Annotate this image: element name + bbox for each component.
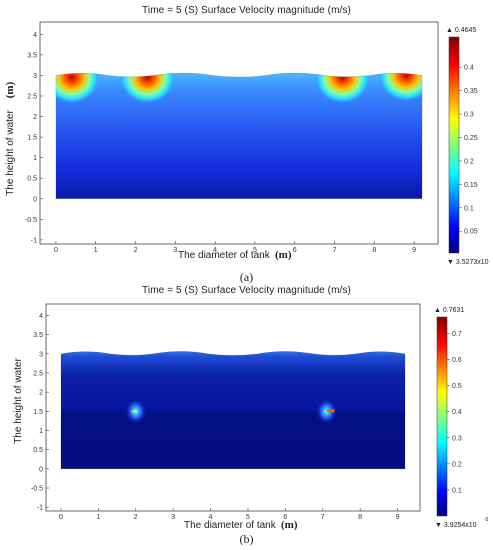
colorbar xyxy=(448,36,460,254)
y-tick-label: 3.5 xyxy=(33,332,43,339)
y-tick-label: 3 xyxy=(39,351,43,358)
y-tick-label: 1.5 xyxy=(27,135,37,142)
x-tick-label: 5 xyxy=(246,514,250,521)
high-velocity-region xyxy=(55,72,100,104)
x-tick-label: 5 xyxy=(253,247,257,254)
colorbar-tick-label: 0.4 xyxy=(452,409,462,416)
y-tick-label: 2.5 xyxy=(33,371,43,378)
panel-b: Time = 5 (S) Surface Velocity magnitude … xyxy=(0,283,493,550)
colorbar-tick-label: 0.35 xyxy=(464,88,478,95)
colorbar-tick-label: 0.1 xyxy=(464,205,474,212)
high-velocity-region xyxy=(378,72,423,102)
colorbar-tick-label: 0.15 xyxy=(464,182,478,189)
panel-label: (b) xyxy=(239,532,254,546)
x-tick-label: 7 xyxy=(333,247,337,254)
water-outline xyxy=(55,72,423,200)
high-velocity-region xyxy=(314,72,371,104)
y-tick-label: 1.5 xyxy=(33,409,43,416)
y-axis-unit: (m) xyxy=(4,81,16,98)
x-tick-label: 6 xyxy=(283,514,287,521)
y-tick-label: 2 xyxy=(33,114,37,121)
y-tick-label: 4 xyxy=(33,32,37,39)
colorbar-tick-label: 0.3 xyxy=(452,435,462,442)
y-tick-label: 2 xyxy=(39,390,43,397)
chart-title: Time = 5 (S) Surface Velocity magnitude … xyxy=(142,285,351,296)
x-tick-label: 3 xyxy=(173,247,177,254)
nozzle-jet xyxy=(131,410,136,413)
x-tick-label: 1 xyxy=(94,247,98,254)
x-tick-label: 3 xyxy=(171,514,175,521)
x-tick-label: 8 xyxy=(358,514,362,521)
y-tick-label: -0.5 xyxy=(31,486,43,493)
velocity-field xyxy=(55,72,423,199)
y-tick-label: 1 xyxy=(39,428,43,435)
y-tick-label: -1 xyxy=(31,237,37,244)
colorbar-tick-label: 0.2 xyxy=(464,158,474,165)
x-tick-label: 1 xyxy=(96,514,100,521)
colorbar-tick-label: 0.2 xyxy=(452,461,462,468)
x-tick-label: 0 xyxy=(54,247,58,254)
y-axis-label: The height of water xyxy=(5,110,16,196)
y-tick-label: 0 xyxy=(39,466,43,473)
colorbar-min-label: ▼ 3.9254x10 xyxy=(435,522,477,529)
lower-layer xyxy=(60,411,406,469)
y-tick-label: 3 xyxy=(33,73,37,80)
panel-a: Time = 5 (S) Surface Velocity magnitude … xyxy=(4,5,489,284)
x-tick-label: 4 xyxy=(213,247,217,254)
colorbar-min-label: ▼ 3.5273x10 xyxy=(447,259,489,266)
y-tick-label: 0.5 xyxy=(33,447,43,454)
colorbar-tick-label: 0.6 xyxy=(452,357,462,364)
colorbar-tick-label: 0.4 xyxy=(464,65,474,72)
colorbar xyxy=(436,316,448,517)
x-tick-label: 4 xyxy=(209,514,213,521)
y-tick-label: 3.5 xyxy=(27,52,37,59)
x-axis-label: The diameter of tank xyxy=(178,250,271,261)
y-tick-label: -1 xyxy=(37,505,43,512)
x-axis-unit: (m) xyxy=(281,519,298,531)
panel-label: (a) xyxy=(239,270,254,284)
x-axis-label: The diameter of tank xyxy=(184,520,277,531)
high-velocity-region xyxy=(119,72,176,104)
x-tick-label: 0 xyxy=(59,514,63,521)
x-tick-label: 6 xyxy=(293,247,297,254)
x-tick-label: 2 xyxy=(134,247,138,254)
x-tick-label: 8 xyxy=(372,247,376,254)
x-axis-unit: (m) xyxy=(275,249,292,261)
x-tick-label: 7 xyxy=(321,514,325,521)
x-tick-label: 9 xyxy=(396,514,400,521)
x-tick-label: 9 xyxy=(412,247,416,254)
colorbar-max-label: ▲ 0.4645 xyxy=(446,27,476,34)
colorbar-min-exponent: -5 xyxy=(484,517,489,523)
water-outline xyxy=(60,351,406,470)
colorbar-tick-label: 0.7 xyxy=(452,331,462,338)
colorbar-max-label: ▲ 0.7631 xyxy=(434,307,464,314)
colorbar-tick-label: 0.1 xyxy=(452,487,462,494)
y-axis-label: The height of water xyxy=(13,358,24,444)
colorbar-tick-label: 0.5 xyxy=(452,383,462,390)
y-tick-label: 0.5 xyxy=(27,176,37,183)
colorbar-tick-label: 0.25 xyxy=(464,135,478,142)
y-tick-label: -0.5 xyxy=(25,217,37,224)
nozzle-jet xyxy=(326,409,335,413)
x-tick-label: 2 xyxy=(134,514,138,521)
velocity-field xyxy=(60,351,406,469)
y-tick-label: 4 xyxy=(39,313,43,320)
colorbar-tick-label: 0.3 xyxy=(464,112,474,119)
y-tick-label: 1 xyxy=(33,155,37,162)
y-tick-label: 2.5 xyxy=(27,94,37,101)
colorbar-tick-label: 0.05 xyxy=(464,229,478,236)
chart-title: Time = 5 (S) Surface Velocity magnitude … xyxy=(142,5,351,16)
y-tick-label: 0 xyxy=(33,196,37,203)
